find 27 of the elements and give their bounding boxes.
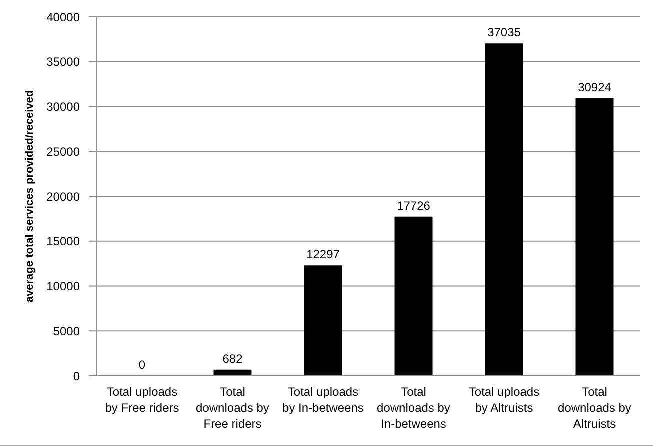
y-tick-label: 30000 bbox=[46, 100, 80, 114]
y-tick-label: 5000 bbox=[53, 324, 80, 338]
y-tick-label: 0 bbox=[73, 369, 80, 384]
y-axis-title: average total services provided/received bbox=[24, 90, 36, 303]
data-label: 37035 bbox=[488, 26, 522, 40]
bar bbox=[485, 44, 524, 376]
bar bbox=[214, 370, 252, 376]
x-tick-label: Total uploads by Free riders bbox=[105, 385, 180, 415]
bar bbox=[304, 266, 342, 376]
y-tick-label: 35000 bbox=[46, 55, 80, 70]
y-tick-label: 20000 bbox=[46, 190, 80, 204]
data-label: 12297 bbox=[306, 248, 340, 262]
bar bbox=[394, 216, 433, 376]
bar bbox=[576, 98, 614, 376]
y-tick-label: 10000 bbox=[46, 280, 80, 294]
data-label: 682 bbox=[222, 352, 244, 366]
x-tick-label: Total downloads by Altruists bbox=[558, 385, 632, 431]
y-tick-label: 40000 bbox=[46, 10, 80, 24]
y-tick-label: 15000 bbox=[46, 234, 80, 249]
x-tick-label: Total uploads by Altruists bbox=[468, 385, 540, 415]
data-label: 17726 bbox=[397, 198, 431, 213]
x-tick-label: Total downloads by Free riders bbox=[196, 385, 270, 431]
x-tick-label: Total downloads by In-betweens bbox=[377, 385, 450, 431]
x-tick-label: Total uploads by In-betweens bbox=[282, 385, 364, 415]
y-tick-label: 25000 bbox=[46, 144, 80, 159]
data-label: 30924 bbox=[578, 80, 612, 94]
data-label: 0 bbox=[138, 358, 146, 372]
